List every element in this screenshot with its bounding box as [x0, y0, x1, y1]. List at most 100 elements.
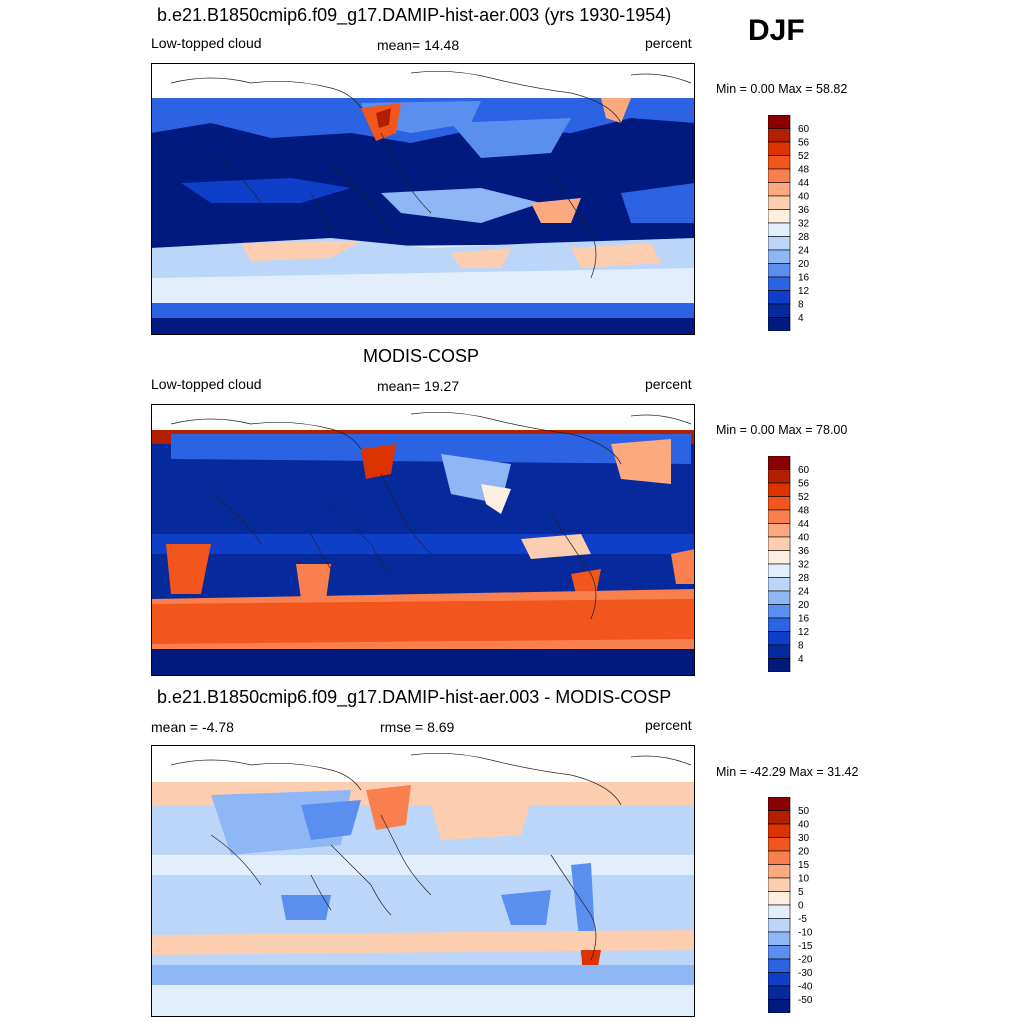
colorbar-tick-label: 50: [798, 806, 810, 817]
colorbar-swatch: [768, 891, 791, 906]
colorbar-swatch: [768, 115, 791, 129]
colorbar-swatch: [768, 276, 791, 291]
colorbar-tick-label: 12: [798, 627, 810, 638]
colorbar-swatch: [768, 644, 791, 659]
colorbar-swatch: [768, 482, 791, 497]
colorbar-tick-label: -40: [798, 982, 813, 993]
panel1-title: b.e21.B1850cmip6.f09_g17.DAMIP-hist-aer.…: [157, 5, 672, 25]
colorbar-tick-label: 8: [798, 300, 804, 311]
colorbar-tick-label: 4: [798, 313, 804, 324]
colorbar-swatch: [768, 563, 791, 578]
colorbar-swatch: [768, 658, 791, 672]
panel1-field: [151, 98, 695, 335]
colorbar-tick-label: 52: [798, 492, 810, 503]
panel3-units: percent: [645, 717, 692, 733]
colorbar-tick-label: -5: [798, 914, 807, 925]
colorbar-tick-label: 20: [798, 259, 810, 270]
colorbar-swatch: [768, 864, 791, 879]
colorbar-swatch: [768, 290, 791, 305]
colorbar-swatch: [768, 577, 791, 592]
colorbar-swatch: [768, 797, 791, 811]
panel1-left-label: Low-topped cloud: [151, 35, 262, 51]
colorbar-swatch: [768, 631, 791, 646]
colorbar-tick-label: -15: [798, 941, 813, 952]
colorbar-swatch: [768, 317, 791, 331]
panel2-minmax: Min = 0.00 Max = 78.00: [716, 423, 848, 437]
panel2-left-label: Low-topped cloud: [151, 376, 262, 392]
colorbar-tick-label: 40: [798, 192, 810, 203]
colorbar-tick-label: 60: [798, 124, 810, 135]
colorbar-swatch: [768, 985, 791, 1000]
colorbar-swatch: [768, 496, 791, 511]
colorbar-swatch: [768, 945, 791, 960]
panel3-rmse: rmse = 8.69: [380, 719, 455, 735]
colorbar-tick-label: -20: [798, 955, 813, 966]
colorbar-swatch: [768, 456, 791, 470]
colorbar-tick-label: 44: [798, 519, 810, 530]
colorbar-tick-label: 20: [798, 600, 810, 611]
panel3-title: b.e21.B1850cmip6.f09_g17.DAMIP-hist-aer.…: [157, 687, 672, 707]
colorbar-tick-label: 8: [798, 641, 804, 652]
panel2-units: percent: [645, 376, 692, 392]
colorbar-tick-label: 24: [798, 246, 810, 257]
colorbar-swatch: [768, 509, 791, 524]
colorbar-swatch: [768, 523, 791, 538]
colorbar-swatch: [768, 972, 791, 987]
colorbar-tick-label: 60: [798, 465, 810, 476]
colorbar-tick-label: 48: [798, 506, 810, 517]
colorbar-swatch: [768, 141, 791, 156]
colorbar-swatch: [768, 810, 791, 825]
panel1-minmax: Min = 0.00 Max = 58.82: [716, 82, 848, 96]
colorbar-swatch: [768, 195, 791, 210]
colorbar-tick-label: 36: [798, 205, 810, 216]
colorbar-tick-label: 15: [798, 860, 810, 871]
colorbar-swatch: [768, 222, 791, 237]
colorbar-swatch: [768, 850, 791, 865]
colorbar-swatch: [768, 823, 791, 838]
panel2-coastlines: [170, 412, 692, 620]
colorbar-swatch: [768, 999, 791, 1013]
colorbar-swatch: [768, 249, 791, 264]
colorbar-swatch: [768, 536, 791, 551]
colorbar-swatch: [768, 877, 791, 892]
colorbar-tick-label: 56: [798, 138, 810, 149]
colorbar-tick-label: 40: [798, 820, 810, 831]
panel2-map: [151, 404, 695, 676]
colorbar-tick-label: 16: [798, 273, 810, 284]
panel1-colorbar: 60 56 52 48 44 40 36 32 28 24 20 16 12 8 4: [768, 115, 810, 331]
colorbar-tick-label: 40: [798, 533, 810, 544]
panel2-field: [151, 430, 695, 676]
colorbar-tick-label: 32: [798, 219, 810, 230]
colorbar-tick-label: 20: [798, 847, 810, 858]
colorbar-tick-label: -50: [798, 995, 813, 1006]
panel2-title: MODIS-COSP: [363, 346, 480, 366]
colorbar-swatch: [768, 837, 791, 852]
colorbar-tick-label: 16: [798, 614, 810, 625]
colorbar-swatch: [768, 590, 791, 605]
panel1-mean: mean= 14.48: [377, 37, 460, 53]
colorbar-tick-label: 52: [798, 151, 810, 162]
panel1-map: [151, 63, 695, 335]
colorbar-tick-label: 30: [798, 833, 810, 844]
colorbar-tick-label: 32: [798, 560, 810, 571]
colorbar-tick-label: -10: [798, 928, 813, 939]
colorbar-swatch: [768, 958, 791, 973]
colorbar-tick-label: 0: [798, 901, 804, 912]
colorbar-tick-label: 5: [798, 887, 804, 898]
colorbar-tick-label: 4: [798, 654, 804, 665]
colorbar-swatch: [768, 918, 791, 933]
panel1-units: percent: [645, 35, 692, 51]
colorbar-swatch: [768, 303, 791, 318]
colorbar-swatch: [768, 128, 791, 143]
colorbar-swatch: [768, 931, 791, 946]
colorbar-swatch: [768, 904, 791, 919]
colorbar-tick-label: 56: [798, 479, 810, 490]
colorbar-tick-label: 24: [798, 587, 810, 598]
panel3-coastlines: [170, 753, 692, 961]
colorbar-swatch: [768, 550, 791, 565]
colorbar-tick-label: 28: [798, 573, 810, 584]
colorbar-tick-label: 28: [798, 232, 810, 243]
colorbar-tick-label: -30: [798, 968, 813, 979]
panel3-map: [151, 745, 695, 1017]
